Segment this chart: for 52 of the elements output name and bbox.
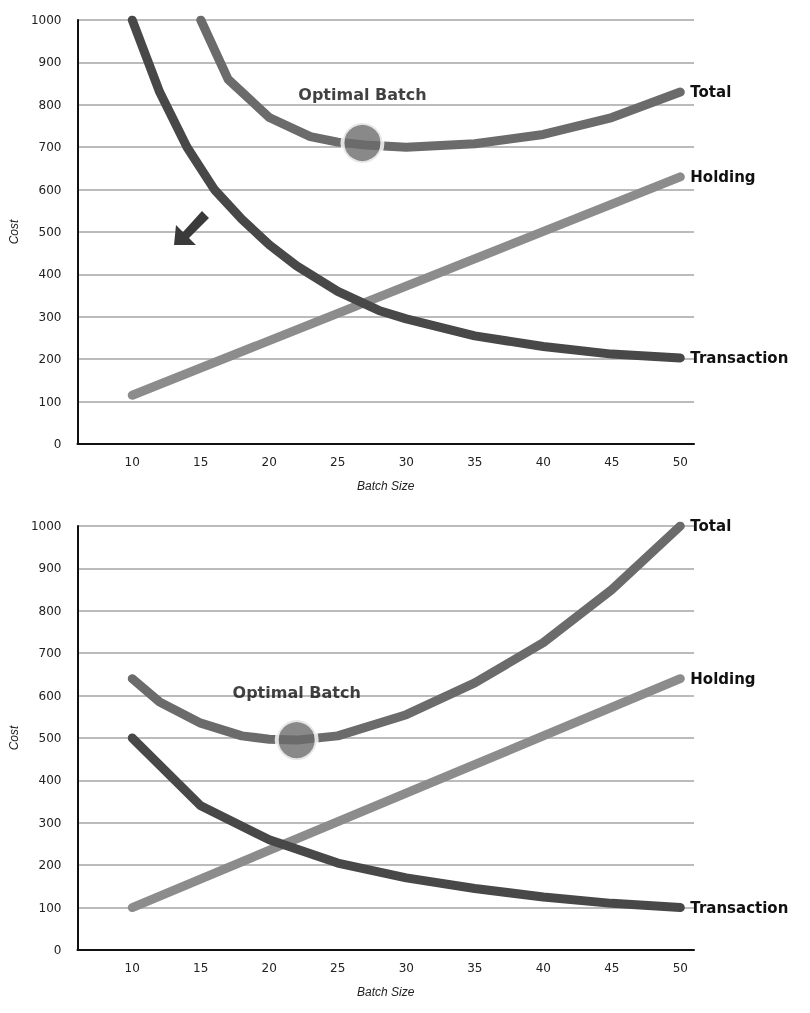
y-tick-label: 200 — [38, 858, 62, 873]
x-tick-label: 40 — [535, 961, 551, 975]
series-label: Transaction — [690, 348, 789, 367]
x-axis-title: Batch Size — [357, 985, 415, 999]
y-axis-title: Cost — [7, 219, 21, 245]
series-label: Total — [690, 83, 732, 102]
x-tick-label: 25 — [330, 455, 346, 469]
y-tick-label: 200 — [38, 352, 62, 367]
y-tick-label: 100 — [38, 394, 62, 409]
x-tick-label: 30 — [398, 455, 414, 469]
x-tick-label: 50 — [672, 961, 688, 975]
x-tick-label: 30 — [398, 961, 414, 975]
annotation: Optimal Batch — [232, 682, 361, 702]
x-tick-label: 15 — [193, 455, 209, 469]
x-tick-label: 25 — [330, 961, 346, 975]
y-axis-title: Cost — [7, 725, 21, 751]
x-tick-label: 10 — [124, 961, 140, 975]
y-tick-label: 0 — [53, 943, 62, 957]
y-tick-label: 300 — [38, 309, 62, 324]
x-tick-label: 20 — [261, 961, 277, 975]
annotation: Optimal Batch — [298, 85, 427, 105]
y-tick-label: 800 — [38, 603, 62, 618]
y-tick-label: 0 — [53, 437, 62, 451]
x-tick-label: 50 — [672, 455, 688, 469]
x-tick-label: 35 — [467, 961, 483, 975]
x-tick-label: 35 — [467, 455, 483, 469]
x-tick-label: 45 — [604, 455, 620, 469]
series-label: Transaction — [690, 898, 789, 917]
y-tick-label: 900 — [38, 561, 62, 576]
y-tick-label: 600 — [38, 688, 62, 703]
y-tick-label: 300 — [38, 815, 62, 830]
y-tick-label: 400 — [38, 267, 62, 282]
y-tick-label: 900 — [38, 55, 62, 70]
x-axis-title: Batch Size — [357, 479, 415, 493]
y-tick-label: 400 — [38, 773, 62, 788]
x-tick-label: 45 — [604, 961, 620, 975]
y-tick-label: 700 — [38, 646, 62, 661]
series-label: Total — [690, 517, 732, 535]
y-tick-label: 500 — [38, 731, 62, 745]
x-tick-label: 15 — [193, 961, 209, 975]
y-tick-label: 700 — [38, 140, 62, 155]
y-tick-label: 100 — [38, 900, 62, 915]
y-tick-label: 600 — [38, 182, 62, 197]
series-label: Holding — [690, 167, 756, 186]
x-tick-label: 40 — [535, 455, 551, 469]
x-tick-label: 20 — [261, 455, 277, 469]
y-tick-label: 800 — [38, 97, 62, 112]
x-tick-label: 10 — [124, 455, 140, 469]
y-tick-label: 1000 — [30, 13, 62, 27]
series-label: Holding — [690, 669, 756, 688]
y-tick-label: 500 — [38, 225, 62, 239]
y-tick-label: 1000 — [30, 519, 62, 533]
